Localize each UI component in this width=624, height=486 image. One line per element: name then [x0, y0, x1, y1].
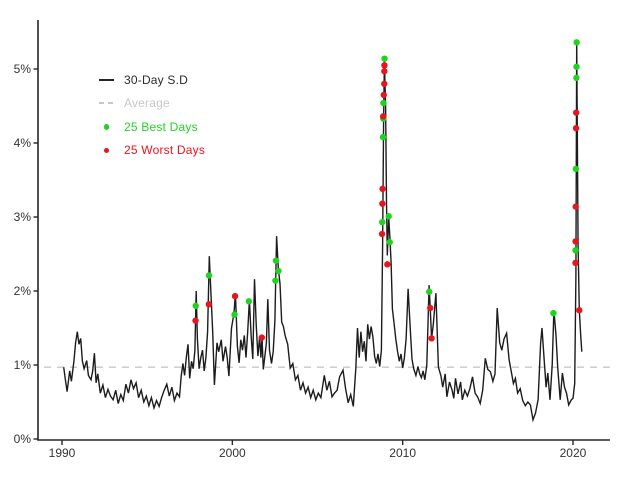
y-tick-label: 1%: [14, 358, 32, 372]
best-day-marker: [205, 272, 213, 279]
worst-day-marker: [572, 238, 579, 245]
legend-label-average: Average: [124, 96, 170, 111]
worst-day-marker: [231, 292, 239, 300]
best-day-marker: [550, 310, 557, 317]
legend-label-best-days: 25 Best Days: [124, 119, 198, 134]
worst-day-marker: [379, 185, 386, 193]
x-tick-label: 2000: [219, 446, 246, 460]
red-dot-swatch-icon: [98, 147, 115, 153]
legend-item-sd: 30-Day S.D: [98, 68, 205, 92]
sd-line-series: [63, 41, 583, 423]
best-day-marker: [379, 133, 387, 141]
best-day-marker: [245, 298, 253, 305]
best-day-marker: [381, 55, 388, 62]
best-day-marker: [573, 74, 580, 82]
legend-label-worst-days: 25 Worst Days: [124, 143, 206, 158]
x-tick-label: 1990: [49, 446, 76, 460]
best-day-marker: [379, 218, 386, 226]
worst-day-marker: [192, 317, 199, 324]
worst-day-marker: [572, 259, 579, 267]
best-day-marker: [386, 238, 393, 246]
chart-legend: 30-Day S.D Average 25 Best Days 25 Worst…: [98, 68, 205, 162]
best-day-marker: [272, 257, 280, 264]
best-day-marker: [231, 311, 238, 318]
best-day-marker: [572, 165, 580, 173]
axes-spines: [37, 20, 610, 441]
worst-day-marker: [572, 125, 580, 132]
worst-day-marker: [380, 91, 387, 99]
worst-day-marker: [381, 68, 388, 75]
worst-day-marker: [258, 334, 265, 341]
best-day-marker: [573, 39, 580, 46]
best-day-marker: [192, 302, 199, 309]
best-day-marker: [380, 99, 387, 107]
worst-day-marker: [381, 80, 388, 88]
best-day-marker: [572, 247, 579, 254]
best-day-marker: [573, 63, 580, 70]
y-tick-label: 3%: [14, 210, 32, 224]
worst-day-marker: [379, 200, 386, 207]
best-day-marker: [385, 213, 392, 220]
worst-day-marker: [576, 307, 583, 314]
worst-day-marker: [428, 335, 435, 342]
legend-label-sd: 30-Day S.D: [124, 72, 189, 87]
worst-day-marker: [378, 230, 386, 238]
dashed-line-swatch-icon: [98, 102, 115, 105]
worst-day-marker: [379, 113, 387, 120]
line-swatch-icon: [98, 78, 115, 81]
x-tick-label: 2010: [389, 446, 416, 460]
best-day-marker: [426, 288, 433, 295]
y-tick-label: 2%: [14, 284, 32, 298]
y-tick-label: 0%: [14, 432, 32, 446]
worst-day-marker: [205, 301, 213, 308]
worst-day-marker: [573, 109, 580, 116]
y-tick-label: 5%: [14, 62, 32, 76]
legend-item-worst-days: 25 Worst Days: [98, 139, 205, 163]
legend-item-best-days: 25 Best Days: [98, 115, 205, 139]
worst-day-marker: [384, 261, 391, 268]
y-tick-label: 4%: [14, 136, 32, 150]
worst-day-marker: [381, 62, 388, 69]
best-day-marker: [272, 277, 279, 284]
legend-item-average: Average: [98, 92, 205, 116]
worst-day-marker: [572, 203, 579, 210]
x-tick-label: 2020: [560, 446, 587, 460]
best-day-marker: [275, 267, 282, 275]
worst-day-marker: [427, 304, 434, 312]
green-dot-swatch-icon: [98, 124, 115, 130]
